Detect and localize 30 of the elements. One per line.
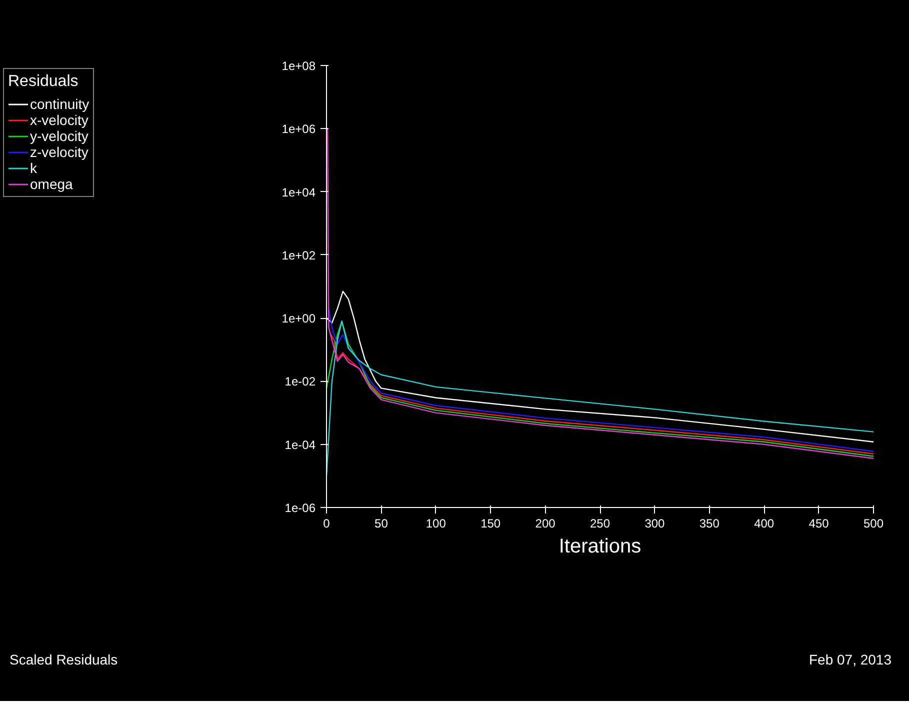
legend-label: y-velocity <box>30 128 88 144</box>
text: Feb 07, 2013 <box>808 652 892 668</box>
y-tick-label: 1e-06 <box>284 501 316 515</box>
x-tick-label: 100 <box>426 516 446 530</box>
x-tick-label: 50 <box>374 516 388 530</box>
legend-label: x-velocity <box>30 112 88 128</box>
text: Scaled Residuals <box>10 652 118 668</box>
x-tick-label: 350 <box>699 516 720 530</box>
x-tick-label: 150 <box>480 516 501 530</box>
y-tick-label: 1e+02 <box>282 248 316 262</box>
x-tick-label: 200 <box>535 516 556 530</box>
legend-title: Residuals <box>8 73 80 91</box>
y-tick-label: 1e+06 <box>282 122 316 136</box>
y-tick-label: 1e-02 <box>284 374 316 389</box>
legend-label: z-velocity <box>30 144 88 160</box>
x-tick-label: 300 <box>644 516 666 530</box>
x-axis-title: Iterations <box>558 536 642 558</box>
x-tick-label: 400 <box>754 516 774 530</box>
legend-label: continuity <box>30 96 90 112</box>
y-tick-label: 1e+04 <box>282 185 316 200</box>
x-tick-label: 250 <box>590 516 610 530</box>
x-tick-label: 450 <box>808 516 830 530</box>
legend-label: omega <box>30 176 73 192</box>
y-tick-label: 1e+08 <box>282 59 316 73</box>
x-tick-label: 0 <box>323 516 330 530</box>
legend-label: k <box>30 160 38 176</box>
x-tick-label: 500 <box>863 516 884 530</box>
line-series <box>326 128 874 459</box>
y-tick-label: 1e-04 <box>284 438 316 452</box>
y-tick-label: 1e+00 <box>282 312 316 326</box>
